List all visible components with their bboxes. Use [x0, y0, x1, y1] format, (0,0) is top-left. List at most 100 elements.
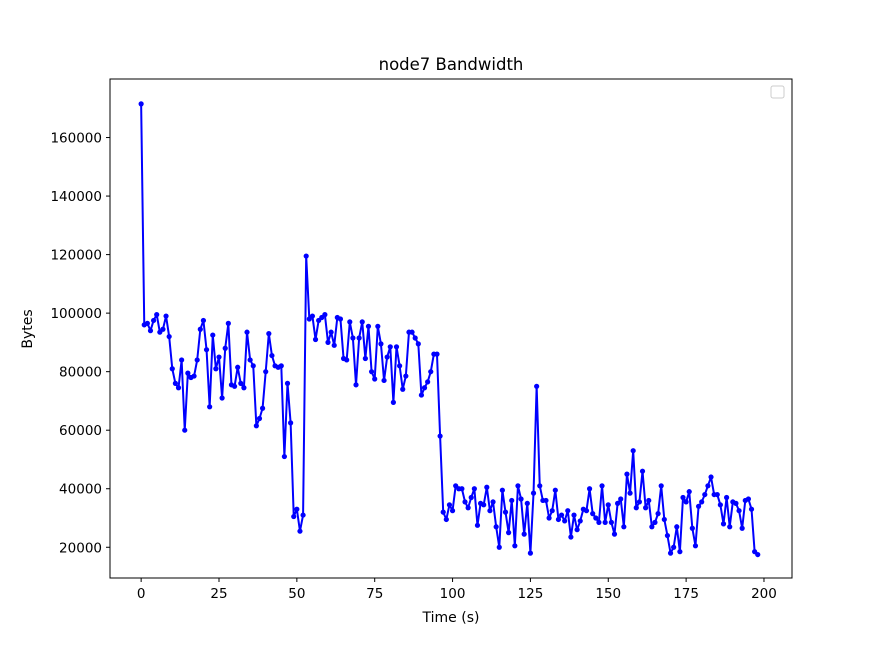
- x-axis-label: Time (s): [422, 610, 480, 626]
- data-point: [207, 404, 213, 410]
- data-point: [527, 550, 534, 556]
- y-tick-label: 160000: [50, 131, 102, 147]
- x-tick-label: 125: [518, 586, 544, 602]
- x-tick-label: 100: [440, 586, 466, 602]
- data-point: [347, 319, 353, 325]
- data-point: [219, 395, 225, 401]
- data-point: [661, 516, 667, 523]
- data-point: [717, 502, 723, 508]
- x-tick-label: 0: [137, 586, 146, 602]
- data-point: [664, 532, 671, 539]
- data-point: [331, 342, 337, 348]
- data-point: [502, 509, 509, 515]
- data-point: [443, 516, 449, 523]
- series-layer: [138, 101, 761, 558]
- data-point: [736, 508, 742, 514]
- data-point: [337, 316, 344, 322]
- data-point: [238, 380, 244, 386]
- data-point: [175, 385, 182, 391]
- data-point: [552, 487, 558, 493]
- data-point: [160, 326, 166, 332]
- data-point: [269, 352, 275, 359]
- data-point: [235, 364, 241, 370]
- data-point: [356, 335, 362, 341]
- data-point: [481, 502, 487, 508]
- data-point: [649, 524, 655, 530]
- data-point: [291, 513, 297, 520]
- data-point: [646, 497, 652, 504]
- data-point: [200, 317, 207, 324]
- data-point: [493, 524, 499, 530]
- data-point: [353, 382, 359, 388]
- data-point: [166, 333, 172, 340]
- data-point: [720, 521, 727, 527]
- data-point: [583, 508, 590, 514]
- data-point: [225, 320, 231, 326]
- data-point: [425, 379, 431, 385]
- data-point: [658, 483, 664, 489]
- data-point: [231, 383, 238, 389]
- data-point: [630, 448, 636, 454]
- data-point: [259, 405, 266, 411]
- data-point: [284, 380, 291, 386]
- data-point: [708, 474, 714, 480]
- data-point: [534, 383, 540, 389]
- data-point: [506, 530, 512, 536]
- data-point: [652, 519, 658, 525]
- data-point: [599, 483, 605, 489]
- data-point: [546, 515, 552, 521]
- data-point: [147, 328, 154, 334]
- y-tick-label: 100000: [50, 306, 102, 322]
- data-point: [624, 471, 630, 477]
- y-tick-label: 140000: [50, 189, 102, 205]
- data-point: [558, 512, 565, 518]
- data-point: [263, 369, 269, 375]
- data-point: [138, 101, 144, 107]
- data-point: [512, 543, 518, 549]
- data-point: [378, 341, 384, 347]
- data-point: [562, 518, 568, 524]
- data-point: [633, 505, 639, 511]
- data-point: [462, 499, 468, 505]
- data-point: [250, 363, 256, 369]
- data-point: [381, 377, 387, 384]
- data-point: [615, 500, 621, 506]
- data-point: [368, 369, 375, 375]
- data-point: [210, 332, 216, 338]
- data-point: [428, 369, 434, 375]
- data-point: [393, 344, 400, 350]
- data-point: [537, 483, 543, 489]
- data-point: [365, 323, 372, 329]
- data-point: [490, 499, 496, 505]
- data-point: [655, 511, 661, 517]
- data-point: [636, 499, 643, 505]
- data-point: [194, 357, 200, 363]
- data-point: [191, 373, 197, 379]
- data-point: [608, 519, 614, 525]
- y-tick-label: 40000: [59, 482, 102, 498]
- data-point: [278, 363, 284, 369]
- data-point: [154, 312, 160, 318]
- data-point: [727, 524, 733, 530]
- data-point: [384, 354, 390, 360]
- data-point: [571, 512, 577, 518]
- data-point: [639, 468, 646, 474]
- data-point: [216, 354, 222, 360]
- y-tick-label: 20000: [59, 540, 102, 556]
- chart-title: node7 Bandwidth: [379, 55, 524, 74]
- data-point: [213, 366, 219, 372]
- data-point: [151, 317, 157, 324]
- data-point: [515, 483, 521, 489]
- data-point: [172, 380, 178, 386]
- data-point: [325, 339, 331, 345]
- data-point: [418, 392, 425, 398]
- data-point: [474, 522, 481, 528]
- data-point: [387, 344, 393, 350]
- x-tick-label: 50: [288, 586, 305, 602]
- data-point: [618, 496, 624, 502]
- data-point: [643, 505, 649, 511]
- data-point: [724, 494, 730, 501]
- data-point: [530, 490, 537, 496]
- data-point: [256, 415, 263, 422]
- data-point: [409, 329, 415, 335]
